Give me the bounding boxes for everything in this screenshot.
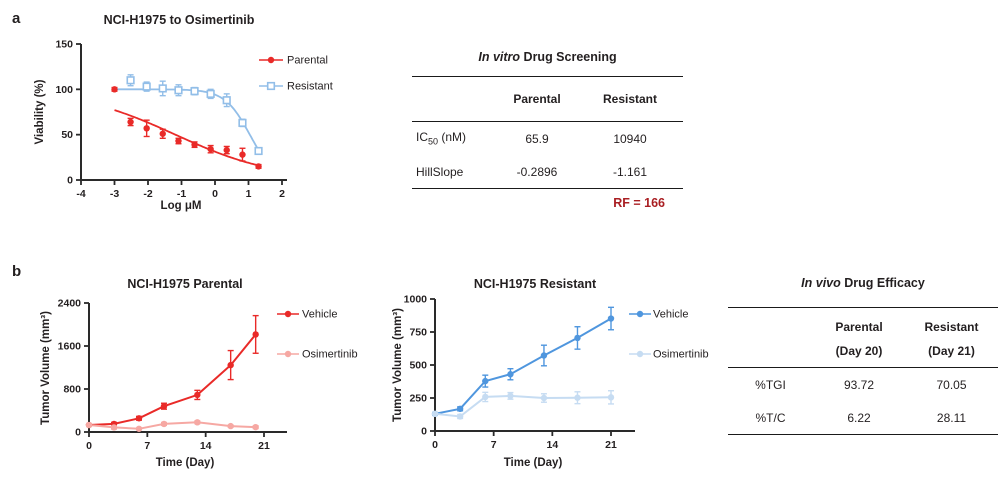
cell-value: 93.72 bbox=[843, 377, 875, 392]
row-label-unit: (nM) bbox=[438, 130, 467, 145]
svg-text:-2: -2 bbox=[143, 188, 152, 200]
header-line2: (Day 21) bbox=[928, 344, 975, 358]
header-spacer bbox=[728, 308, 813, 315]
svg-text:150: 150 bbox=[55, 39, 73, 51]
table-row: HillSlope -0.2896 -1.161 bbox=[412, 155, 683, 188]
dose-response-chart: -4 -3 -2 -1 0 1 2 0 50 100 150 NCI-H1975 to Osimert… bbox=[34, 13, 333, 212]
svg-text:Osimertinib: Osimertinib bbox=[302, 349, 358, 361]
panel-a-label: a bbox=[12, 10, 21, 27]
invitro-table-title: In vitro Drug Screening bbox=[412, 45, 683, 76]
table-rule bbox=[412, 121, 683, 122]
svg-text:100: 100 bbox=[55, 84, 73, 96]
table-rule bbox=[728, 434, 998, 435]
table-row: %T/C 6.22 28.11 bbox=[728, 401, 998, 434]
svg-text:500: 500 bbox=[409, 360, 427, 372]
svg-text:NCI-H1975 Parental: NCI-H1975 Parental bbox=[127, 277, 242, 291]
header-line1: Parental bbox=[835, 320, 883, 334]
row-label-tgi: %TGI bbox=[755, 377, 786, 392]
table-row: IC50 (nM) 65.9 10940 bbox=[412, 122, 683, 155]
column-header-parental: Parental (Day 20) bbox=[813, 308, 905, 363]
invivo-table-title: In vivo Drug Efficacy bbox=[728, 268, 998, 307]
svg-text:-3: -3 bbox=[110, 188, 119, 200]
invitro-title-italic: In vitro bbox=[478, 50, 521, 64]
svg-text:800: 800 bbox=[63, 384, 81, 396]
svg-text:750: 750 bbox=[409, 327, 427, 339]
svg-text:Resistant: Resistant bbox=[287, 81, 333, 93]
table-header-row: Parental Resistant bbox=[412, 77, 683, 121]
svg-text:21: 21 bbox=[605, 439, 617, 451]
cell-value: 6.22 bbox=[847, 410, 871, 425]
svg-text:0: 0 bbox=[212, 188, 218, 200]
svg-text:0: 0 bbox=[75, 427, 81, 439]
table-row: %TGI 93.72 70.05 bbox=[728, 368, 998, 401]
invivo-title-italic: In vivo bbox=[801, 276, 841, 290]
svg-text:Vehicle: Vehicle bbox=[653, 309, 688, 321]
svg-text:Vehicle: Vehicle bbox=[302, 309, 337, 321]
cell-value: -0.2896 bbox=[516, 164, 558, 179]
cell-value: 65.9 bbox=[525, 131, 549, 146]
svg-text:NCI-H1975 Resistant: NCI-H1975 Resistant bbox=[474, 277, 597, 291]
resistant-tumor-growth-chart: 0 7 14 21 0 250 500 750 1000 NCI-H1975 Resistant T… bbox=[392, 277, 709, 469]
svg-text:14: 14 bbox=[200, 440, 212, 452]
header-line2: (Day 20) bbox=[835, 344, 883, 358]
row-label-tc: %T/C bbox=[755, 410, 786, 425]
cell-value: 70.05 bbox=[936, 377, 967, 392]
invivo-table: In vivo Drug Efficacy Parental (Day 20) … bbox=[728, 268, 998, 435]
svg-text:Viability (%): Viability (%) bbox=[34, 79, 46, 144]
cell-value: 28.11 bbox=[936, 410, 967, 425]
svg-text:7: 7 bbox=[491, 439, 497, 451]
column-header-parental: Parental bbox=[513, 92, 561, 106]
svg-text:Time (Day): Time (Day) bbox=[504, 457, 563, 469]
column-header-resistant: Resistant (Day 21) bbox=[905, 308, 998, 363]
svg-text:14: 14 bbox=[546, 439, 558, 451]
svg-text:1000: 1000 bbox=[404, 294, 428, 306]
cell-value: 10940 bbox=[613, 131, 647, 146]
svg-text:2400: 2400 bbox=[58, 298, 82, 310]
row-label-text: IC bbox=[416, 130, 428, 145]
svg-text:Parental: Parental bbox=[287, 55, 328, 67]
table-header-row: Parental (Day 20) Resistant (Day 21) bbox=[728, 308, 998, 367]
table-rule bbox=[412, 76, 683, 77]
svg-text:50: 50 bbox=[61, 129, 73, 141]
table-rule bbox=[728, 367, 998, 368]
svg-text:-1: -1 bbox=[177, 188, 186, 200]
svg-text:NCI-H1975 to Osimertinib: NCI-H1975 to Osimertinib bbox=[104, 13, 255, 27]
svg-text:21: 21 bbox=[258, 440, 270, 452]
svg-text:0: 0 bbox=[432, 439, 438, 451]
column-header-resistant: Resistant bbox=[602, 92, 658, 106]
svg-text:1600: 1600 bbox=[58, 341, 82, 353]
resistance-factor-note: RF = 166 bbox=[613, 196, 665, 210]
svg-text:7: 7 bbox=[144, 440, 150, 452]
invitro-title-rest: Drug Screening bbox=[520, 50, 617, 64]
svg-text:Tumor Volume (mm³): Tumor Volume (mm³) bbox=[40, 311, 52, 425]
svg-text:250: 250 bbox=[409, 393, 427, 405]
svg-text:1: 1 bbox=[246, 188, 252, 200]
table-rule bbox=[728, 307, 998, 308]
svg-text:Osimertinib: Osimertinib bbox=[653, 349, 709, 361]
table-rule bbox=[412, 188, 683, 189]
row-label-subscript: 50 bbox=[428, 136, 439, 147]
invitro-table: In vitro Drug Screening Parental Resista… bbox=[412, 45, 683, 210]
parental-tumor-growth-chart: 0 7 14 21 0 800 1600 2400 NCI-H1975 Parental Time… bbox=[40, 277, 358, 469]
svg-text:0: 0 bbox=[86, 440, 92, 452]
cell-value: -1.161 bbox=[612, 164, 648, 179]
header-line1: Resistant bbox=[924, 320, 979, 334]
row-label-hillslope: HillSlope bbox=[416, 164, 464, 179]
row-label-ic50: IC50 (nM) bbox=[412, 130, 492, 146]
panel-b-label: b bbox=[12, 263, 22, 280]
svg-text:2: 2 bbox=[279, 188, 285, 200]
svg-text:Log μM: Log μM bbox=[161, 200, 202, 212]
svg-text:Tumor Volume (mm³): Tumor Volume (mm³) bbox=[392, 308, 404, 422]
svg-text:0: 0 bbox=[421, 426, 427, 438]
svg-text:0: 0 bbox=[67, 175, 73, 187]
svg-text:Time (Day): Time (Day) bbox=[156, 457, 215, 469]
invivo-title-rest: Drug Efficacy bbox=[840, 276, 925, 290]
svg-text:-4: -4 bbox=[76, 188, 85, 200]
